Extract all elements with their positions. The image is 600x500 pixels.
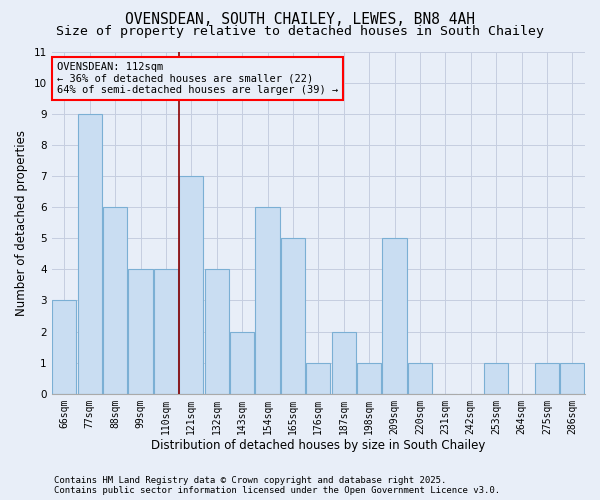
Text: Contains public sector information licensed under the Open Government Licence v3: Contains public sector information licen… <box>54 486 500 495</box>
Bar <box>357 362 381 394</box>
Bar <box>52 300 76 394</box>
Bar <box>560 362 584 394</box>
Bar <box>484 362 508 394</box>
Bar <box>332 332 356 394</box>
Text: OVENSDEAN: 112sqm
← 36% of detached houses are smaller (22)
64% of semi-detached: OVENSDEAN: 112sqm ← 36% of detached hous… <box>57 62 338 95</box>
X-axis label: Distribution of detached houses by size in South Chailey: Distribution of detached houses by size … <box>151 440 485 452</box>
Bar <box>179 176 203 394</box>
Bar <box>77 114 102 394</box>
Bar <box>408 362 432 394</box>
Bar <box>128 270 152 394</box>
Bar <box>154 270 178 394</box>
Bar <box>306 362 331 394</box>
Bar <box>205 270 229 394</box>
Bar <box>103 207 127 394</box>
Text: Contains HM Land Registry data © Crown copyright and database right 2025.: Contains HM Land Registry data © Crown c… <box>54 476 446 485</box>
Bar <box>281 238 305 394</box>
Text: OVENSDEAN, SOUTH CHAILEY, LEWES, BN8 4AH: OVENSDEAN, SOUTH CHAILEY, LEWES, BN8 4AH <box>125 12 475 28</box>
Bar <box>256 207 280 394</box>
Bar <box>535 362 559 394</box>
Bar <box>230 332 254 394</box>
Text: Size of property relative to detached houses in South Chailey: Size of property relative to detached ho… <box>56 25 544 38</box>
Y-axis label: Number of detached properties: Number of detached properties <box>15 130 28 316</box>
Bar <box>382 238 407 394</box>
